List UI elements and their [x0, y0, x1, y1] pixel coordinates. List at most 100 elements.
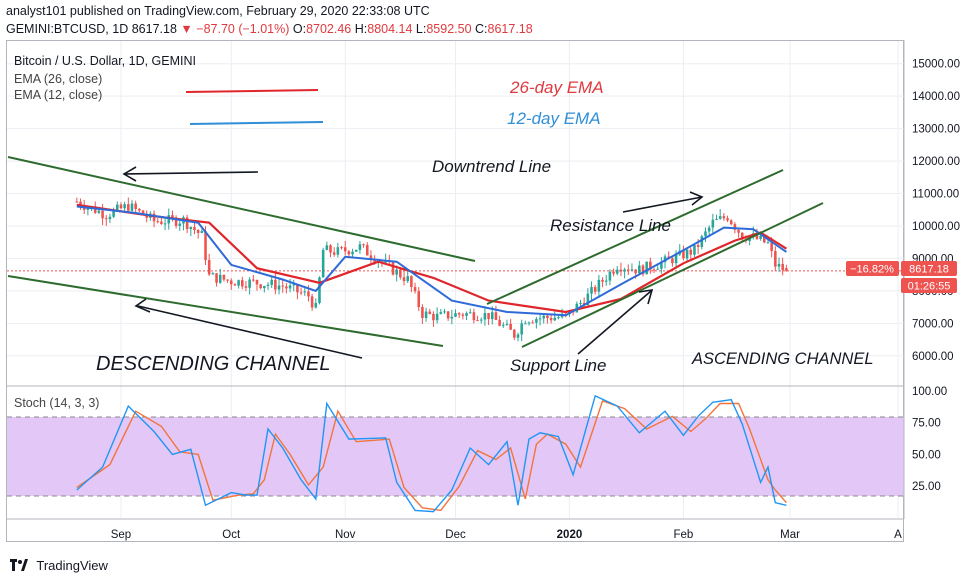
legend-pair: Bitcoin / U.S. Dollar, 1D, GEMINI — [14, 54, 196, 68]
stoch-axis-labels: 25.00 50.00 75.00 100.00 — [912, 386, 947, 493]
candle-body — [656, 268, 659, 270]
candle-body — [604, 280, 608, 282]
candle-body — [601, 279, 604, 282]
candle-body — [718, 216, 722, 219]
candle-body — [325, 245, 329, 250]
candle-body — [332, 252, 336, 255]
candle-body — [222, 274, 226, 280]
candle-body — [626, 269, 630, 271]
high-label: H: — [354, 22, 368, 36]
candle-body — [343, 247, 347, 252]
candle-body — [196, 229, 200, 233]
resistance-line — [486, 169, 784, 305]
candle-body — [553, 317, 557, 321]
candle-body — [369, 255, 373, 260]
candle-body — [443, 311, 446, 313]
candle-body — [520, 323, 523, 335]
countdown-badge — [901, 278, 957, 293]
candle-body — [531, 322, 534, 324]
candle-body — [597, 279, 601, 292]
candle-body — [314, 303, 318, 308]
change-pct-text: −16.82% — [850, 264, 894, 276]
footer-brand[interactable]: TradingView — [10, 558, 108, 573]
candle-body — [215, 273, 218, 283]
candle-body — [535, 319, 538, 323]
candle-body — [682, 250, 685, 259]
symbol-label: GEMINI:BTCUSD, 1D — [6, 22, 129, 36]
candle-body — [259, 284, 262, 289]
candle-body — [696, 245, 700, 247]
arrow-left-top — [123, 171, 259, 175]
candle-body — [424, 311, 428, 318]
candle-body — [93, 206, 97, 213]
candle-body — [130, 203, 134, 211]
candle-body — [189, 227, 193, 230]
time-tick-label: Mar — [780, 529, 800, 541]
candle-body — [263, 285, 266, 289]
high-value: 8804.14 — [367, 22, 413, 36]
price-badge-text: 8617.18 — [909, 264, 949, 276]
price-tick-label: 14000.00 — [912, 91, 960, 103]
candle-body — [652, 269, 656, 271]
candle-body — [689, 249, 693, 255]
candle-body — [240, 280, 244, 287]
candle-body — [513, 329, 516, 338]
candle-body — [498, 319, 501, 326]
candle-body — [615, 269, 619, 274]
candle-body — [193, 227, 196, 230]
candle-body — [516, 334, 520, 338]
candle-body — [104, 218, 108, 220]
legend-ema12: EMA (12, close) — [14, 88, 102, 102]
candle-body — [307, 291, 310, 297]
time-tick-label: Nov — [335, 529, 356, 541]
candle-body — [487, 313, 490, 320]
candle-body — [229, 280, 233, 285]
downtrend-annotation: Downtrend Line — [432, 157, 551, 176]
candle-body — [737, 229, 740, 233]
candle-body — [75, 201, 79, 203]
candle-body — [649, 261, 652, 270]
candle-body — [494, 312, 498, 320]
arrow-left-top-head — [122, 166, 137, 182]
candle-body — [623, 269, 626, 272]
candle-body — [476, 320, 479, 322]
candle-body — [354, 249, 358, 252]
resistance-annotation: Resistance Line — [550, 216, 671, 235]
price-badge — [901, 261, 957, 276]
candle-body — [638, 265, 641, 274]
candle-body — [347, 251, 351, 255]
candle-body — [138, 209, 141, 211]
candle-body — [538, 318, 542, 320]
candle-body — [288, 285, 292, 289]
candle-body — [406, 276, 409, 282]
candle-body — [722, 216, 726, 219]
candle-body — [483, 313, 487, 320]
candle-body — [509, 323, 512, 330]
candle-body — [630, 269, 634, 271]
price-tick-label: 7000.00 — [912, 318, 954, 330]
candle-body — [252, 279, 255, 281]
open-value: 8702.46 — [306, 22, 352, 36]
stoch-tick-label: 100.00 — [912, 386, 947, 398]
close-value: 8617.18 — [487, 22, 533, 36]
price-tick-label: 11000.00 — [912, 189, 959, 201]
candle-body — [200, 231, 204, 233]
candle-body — [465, 313, 468, 316]
candle-body — [119, 204, 123, 209]
time-tick-label: Oct — [222, 529, 241, 541]
descending-annotation: DESCENDING CHANNEL — [96, 353, 330, 375]
trendlines — [7, 156, 824, 348]
publish-info: analyst101 published on TradingView.com,… — [6, 4, 430, 18]
stoch-tick-label: 25.00 — [912, 481, 941, 493]
candle-body — [461, 314, 465, 316]
time-tick-label: 2020 — [557, 529, 583, 541]
candle-body — [733, 224, 737, 230]
candle-body — [204, 231, 207, 261]
price-tick-label: 15000.00 — [912, 59, 960, 71]
candle-body — [362, 244, 365, 246]
descending-lower-line — [7, 275, 444, 347]
footer-brand-text: TradingView — [36, 558, 108, 573]
candle-body — [373, 259, 376, 263]
candle-body — [421, 307, 424, 318]
